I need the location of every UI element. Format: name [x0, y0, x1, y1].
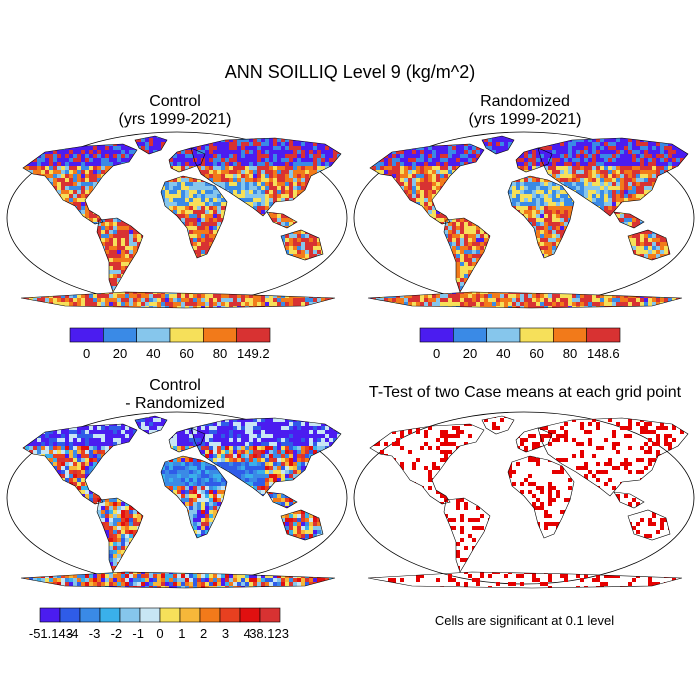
colorbar-tick-label: 40 — [146, 346, 160, 361]
colorbar-swatch — [103, 327, 137, 343]
colorbar-swatch — [159, 607, 181, 623]
control-colorbar: 0 20 40 60 80 149.2 — [69, 327, 271, 361]
randomized-map — [353, 131, 695, 309]
ttest-panel-title: T-Test of two Case means at each grid po… — [368, 384, 682, 401]
colorbar-tick-label: 60 — [529, 346, 543, 361]
colorbar-swatch — [79, 607, 101, 623]
significance-note: Cells are significant at 0.1 level — [434, 613, 615, 628]
colorbar-swatch — [553, 327, 587, 343]
colorbar-tick-label: -4 — [67, 626, 79, 641]
randomized-panel-title: Randomized (yrs 1999-2021) — [405, 93, 645, 129]
figure-title: ANN SOILLIQ Level 9 (kg/m^2) — [224, 62, 476, 82]
colorbar-tick-label: 4 — [244, 626, 251, 641]
colorbar-swatch — [219, 607, 241, 623]
colorbar-swatch — [419, 327, 454, 343]
colorbar-tick-label: 2 — [200, 626, 207, 641]
difference-map — [6, 411, 348, 589]
colorbar-swatch — [236, 327, 271, 343]
colorbar-tick-label: 38.123 — [249, 626, 289, 641]
colorbar-swatch — [119, 607, 141, 623]
colorbar-swatch — [259, 607, 281, 623]
colorbar-tick-label: 80 — [563, 346, 577, 361]
colorbar-swatch — [239, 607, 261, 623]
randomized-title-line1: Randomized — [480, 93, 570, 110]
colorbar-swatch — [519, 327, 554, 343]
colorbar-swatch — [169, 327, 204, 343]
colorbar-tick-label: 1 — [178, 626, 185, 641]
colorbar-swatch — [99, 607, 121, 623]
colorbar-swatch — [486, 327, 521, 343]
colorbar-tick-label: 0 — [83, 346, 90, 361]
control-title-line2: (yrs 1999-2021) — [118, 111, 232, 128]
colorbar-swatch — [136, 327, 171, 343]
colorbar-tick-label: 80 — [213, 346, 227, 361]
colorbar-swatch — [199, 607, 221, 623]
difference-colorbar: -51.143-4 -3 -2 -1 0 1 2 3 438.123 — [29, 607, 289, 641]
difference-panel-title: Control - Randomized — [55, 377, 295, 413]
control-panel-title: Control (yrs 1999-2021) — [55, 93, 295, 129]
colorbar-tick-label: -1 — [132, 626, 144, 641]
control-title-line1: Control — [149, 93, 201, 110]
difference-title-line2: - Randomized — [125, 395, 225, 412]
colorbar-swatch — [203, 327, 237, 343]
difference-title-line1: Control — [149, 377, 201, 394]
colorbar-tick-label: 20 — [463, 346, 477, 361]
colorbar-tick-label: 148.6 — [587, 346, 620, 361]
colorbar-tick-label: -2 — [111, 626, 123, 641]
colorbar-swatch — [453, 327, 487, 343]
colorbar-tick-label: -51.143 — [29, 626, 73, 641]
colorbar-tick-label: 3 — [222, 626, 229, 641]
colorbar-swatch — [139, 607, 161, 623]
colorbar-swatch — [586, 327, 621, 343]
colorbar-swatch — [59, 607, 81, 623]
colorbar-tick-label: -3 — [89, 626, 101, 641]
colorbar-tick-label: 60 — [179, 346, 193, 361]
colorbar-tick-label: 0 — [433, 346, 440, 361]
randomized-title-line2: (yrs 1999-2021) — [468, 111, 582, 128]
colorbar-tick-label: 20 — [113, 346, 127, 361]
randomized-colorbar: 0 20 40 60 80 148.6 — [419, 327, 621, 361]
ttest-map — [353, 411, 695, 589]
colorbar-swatch — [39, 607, 61, 623]
colorbar-tick-label: 0 — [156, 626, 163, 641]
colorbar-swatch — [69, 327, 104, 343]
colorbar-tick-label: 40 — [496, 346, 510, 361]
colorbar-swatch — [179, 607, 201, 623]
colorbar-tick-label: 149.2 — [237, 346, 270, 361]
control-map — [6, 131, 348, 309]
